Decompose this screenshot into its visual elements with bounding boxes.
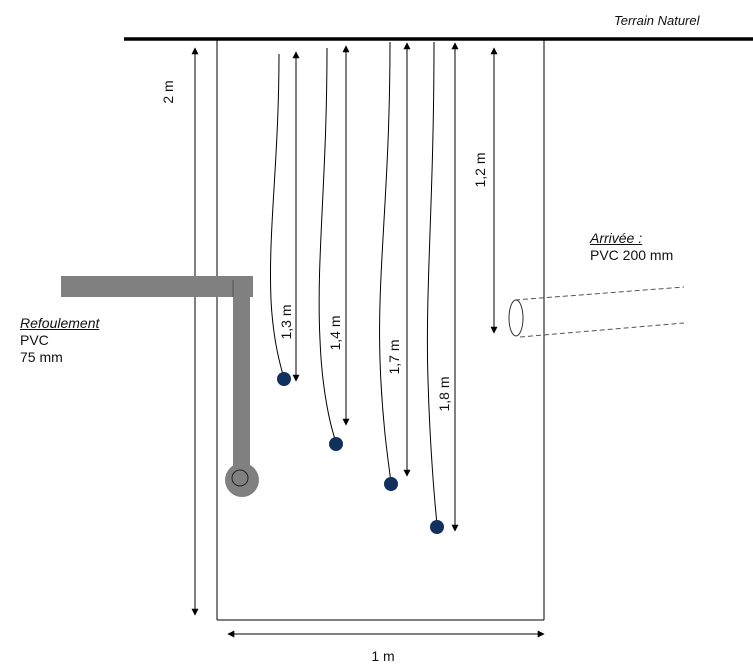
float-label-1: 1,3 m: [278, 304, 294, 339]
outlet-material: PVC: [20, 332, 49, 348]
outlet-diameter: 75 mm: [20, 349, 63, 365]
inlet-pipe-top: [514, 286, 685, 301]
float-cable-2: [318, 47, 337, 443]
float-cable-4: [426, 41, 438, 525]
inlet-depth-label: 1,2 m: [472, 152, 488, 187]
ground-label: Terrain Naturel: [614, 13, 701, 28]
discharge-pipe-horizontal: [61, 276, 253, 297]
inlet-pipe-mouth: [508, 299, 524, 337]
float-label-4: 1,8 m: [436, 376, 452, 411]
width-label: 1 m: [371, 648, 394, 664]
float-label-2: 1,4 m: [327, 315, 343, 350]
inlet-annotation: Arrivée : PVC 200 mm: [590, 230, 673, 264]
discharge-pipe-vertical: [233, 276, 250, 466]
float-cable-3: [379, 41, 392, 483]
float-cable-1: [269, 53, 285, 379]
float-switch-4: [430, 520, 444, 534]
outlet-title: Refoulement: [20, 315, 100, 331]
depth-label: 2 m: [160, 80, 176, 103]
inlet-spec: PVC 200 mm: [590, 247, 674, 263]
inlet-title: Arrivée :: [590, 230, 643, 246]
float-switch-1: [277, 372, 291, 386]
float-switch-2: [329, 437, 343, 451]
float-switch-3: [384, 477, 398, 491]
pump-body: [225, 463, 259, 497]
outlet-annotation: Refoulement PVC 75 mm: [20, 315, 99, 366]
inlet-pipe-bottom: [519, 322, 685, 338]
pump-outlet-ring: [231, 469, 249, 487]
float-label-3: 1,7 m: [386, 339, 402, 374]
